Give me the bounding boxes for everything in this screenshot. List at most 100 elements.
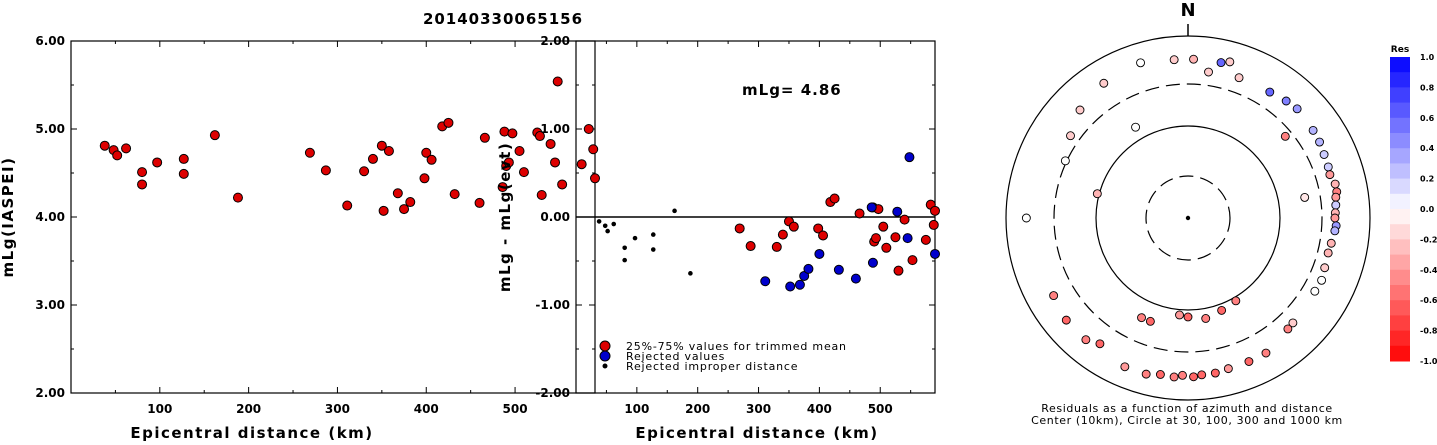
magnitude-point: [503, 157, 514, 168]
y-tick-label: -1.00: [535, 298, 570, 312]
colorbar-title: Res: [1391, 45, 1409, 55]
rejected-point: [760, 276, 771, 287]
azimuth-residual-point: [1066, 131, 1075, 141]
magnitude-point: [550, 157, 561, 168]
event-magnitude-annotation: mLg= 4.86: [742, 81, 842, 99]
y-tick-label: 0.00: [540, 210, 570, 224]
residual-legend: 25%-75% values for trimmed mean Rejected…: [599, 340, 846, 373]
azimuth-residual-point: [1281, 96, 1291, 106]
azimuth-residual-point: [1060, 156, 1070, 166]
rejected-distance-point: [622, 245, 627, 251]
azimuth-residual-point: [1280, 131, 1290, 141]
rejected-point: [794, 279, 805, 290]
magnitude-point: [112, 150, 123, 161]
residual-panel: -2.00 -1.00 0.00 1.00 2.00 100 200 300 400 500 m…: [496, 34, 940, 442]
colorbar-swatch: [1390, 285, 1410, 301]
magnitude-point: [588, 144, 599, 155]
colorbar-tick-label: 1.0: [1420, 53, 1435, 62]
azimuth-residual-point: [1320, 263, 1330, 273]
azimuth-residual-point: [1155, 370, 1165, 379]
rejected-point: [902, 233, 913, 244]
colorbar-swatch: [1390, 239, 1410, 256]
azimuth-residual-point: [1092, 189, 1102, 199]
azimuth-residual-point: [1331, 200, 1341, 210]
azimuth-residual-point: [1095, 339, 1105, 349]
azimuth-residual-point: [1244, 357, 1254, 366]
trimmed-point: [829, 193, 840, 204]
azimuth-residual-point: [1325, 170, 1335, 180]
rejected-distance-point: [672, 208, 677, 214]
azimuth-residual-point: [1330, 213, 1340, 223]
magnitude-point: [518, 167, 529, 178]
colorbar-swatch: [1390, 148, 1410, 164]
magnitude-point: [479, 132, 490, 143]
y-tick-label: 6.00: [35, 34, 65, 48]
center-point: [1185, 215, 1191, 221]
azimuth-residual-point: [1081, 335, 1091, 345]
colorbar-swatch: [1390, 102, 1410, 119]
rejected-distance-point: [650, 232, 656, 237]
residual-x-ticks: 100 200 300 400 500: [605, 41, 912, 416]
magnitude-point: [514, 146, 525, 156]
magnitude-point: [152, 157, 163, 168]
azimuth-residual-point: [1319, 150, 1329, 159]
magnitude-point: [474, 197, 485, 208]
azimuth-residual-point: [1136, 58, 1146, 68]
azimuth-residual-point: [1197, 370, 1207, 380]
trimmed-point: [777, 229, 788, 240]
magnitude-plot-frame: [70, 40, 596, 394]
rejected-point: [892, 206, 903, 217]
rejected-distance-point: [622, 257, 627, 263]
azimuth-residual-point: [1288, 318, 1298, 328]
rejected-point: [785, 281, 796, 292]
trimmed-point: [878, 221, 889, 232]
legend-distance-marker: [602, 363, 608, 369]
magnitude-point: [426, 154, 437, 165]
trimmed-point: [813, 223, 824, 234]
y-tick-label: 5.00: [35, 122, 65, 136]
rejected-point: [904, 152, 915, 163]
trimmed-point: [745, 241, 756, 252]
colorbar-swatch: [1390, 269, 1410, 286]
azimuth-residual-point: [1183, 312, 1193, 322]
x-tick-label: 100: [147, 402, 172, 416]
azimuth-residual-point: [1317, 275, 1327, 285]
rejected-distance-point: [650, 247, 656, 252]
magnitude-point: [536, 190, 547, 200]
azimuth-residual-point: [1326, 238, 1336, 248]
magnitude-point: [399, 204, 410, 215]
trimmed-point: [854, 208, 865, 219]
azimuth-residual-point: [1137, 313, 1146, 323]
magnitude-y-axis-label: mLg(IASPEI): [0, 157, 17, 278]
colorbar-swatch: [1390, 57, 1410, 73]
legend-distance-label: Rejected improper distance: [626, 360, 798, 373]
rejected-distance-point: [602, 223, 608, 229]
magnitude-point: [497, 182, 508, 193]
legend-trimmed-marker: [599, 340, 611, 352]
y-tick-label: -2.00: [535, 386, 570, 400]
y-tick-label: 1.00: [540, 122, 570, 136]
colorbar-tick-label: -0.2: [1420, 235, 1437, 244]
trimmed-point: [899, 214, 910, 225]
rejected-distance-point: [596, 219, 602, 224]
azimuth-residual-point: [1308, 125, 1318, 135]
azimuth-residual-point: [1201, 314, 1211, 323]
azimuth-residual-point: [1061, 315, 1071, 325]
colorbar-tick-label: 0.4: [1420, 144, 1435, 153]
colorbar-tick-label: -0.6: [1420, 296, 1437, 305]
magnitude-panel: 2.00 3.00 4.00 5.00 6.00 100 200 300 400 500 mLg…: [0, 34, 600, 442]
azimuth-residual-point: [1315, 137, 1324, 147]
magnitude-y-ticks: 2.00 3.00 4.00 5.00 6.00: [35, 34, 595, 400]
azimuth-residual-point: [1310, 286, 1320, 296]
azimuth-residual-point: [1049, 291, 1059, 301]
magnitude-point: [590, 173, 600, 184]
colorbar-swatch: [1390, 178, 1410, 195]
rejected-distance-point: [605, 228, 610, 234]
colorbar-tick-label: 0.0: [1420, 205, 1435, 214]
trimmed-point: [771, 241, 782, 252]
colorbar-swatch: [1390, 87, 1410, 104]
azimuth-points: [1021, 54, 1342, 382]
magnitude-point: [359, 166, 370, 177]
colorbar-swatch: [1390, 345, 1410, 362]
trimmed-point: [788, 221, 799, 232]
